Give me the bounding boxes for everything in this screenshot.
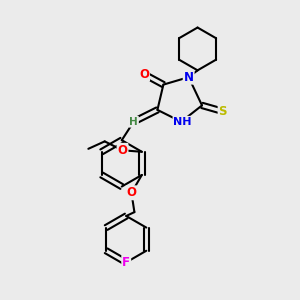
Text: O: O	[118, 144, 128, 157]
Text: S: S	[219, 105, 227, 118]
Text: H: H	[129, 117, 138, 127]
Text: O: O	[139, 68, 149, 81]
Text: F: F	[122, 256, 130, 269]
Text: O: O	[126, 186, 136, 199]
Text: NH: NH	[173, 117, 192, 127]
Text: N: N	[184, 71, 194, 84]
